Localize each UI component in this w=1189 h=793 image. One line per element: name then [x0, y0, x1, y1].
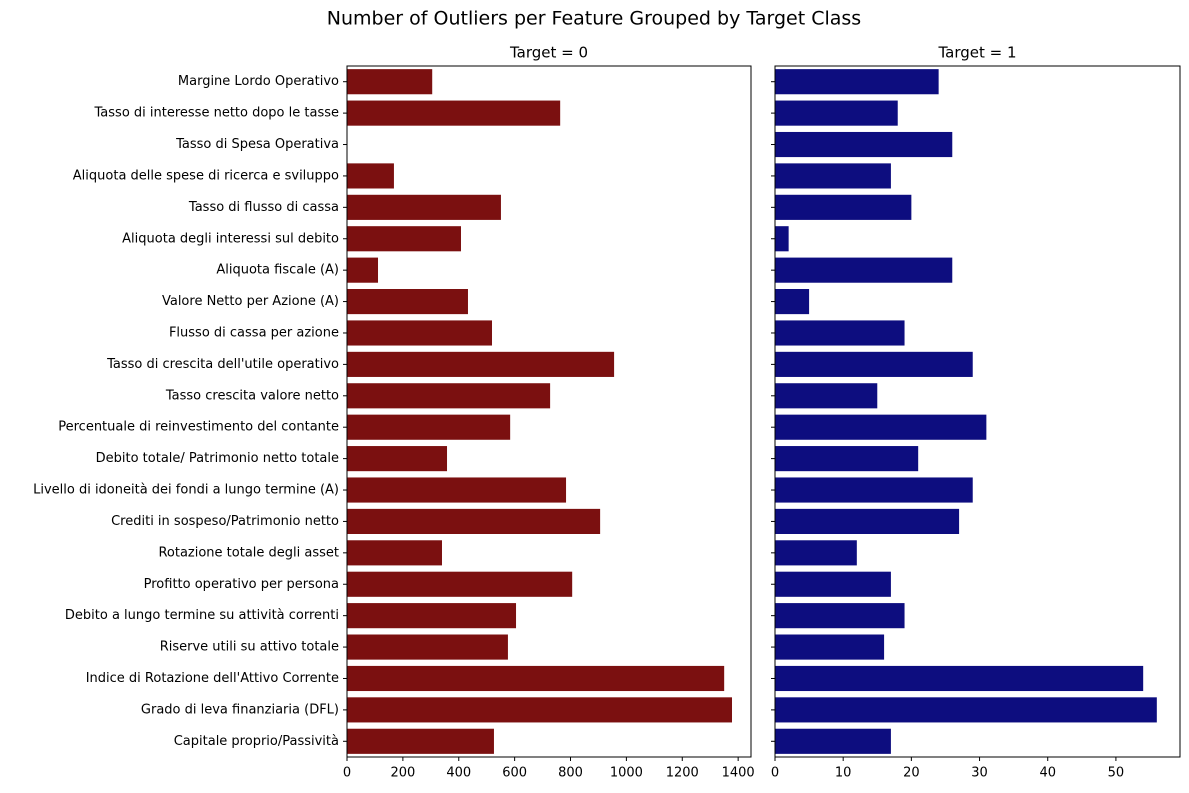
bar: [775, 603, 905, 629]
x-tick-label: 1200: [666, 766, 699, 781]
bar: [775, 697, 1157, 723]
y-tick-label: Valore Netto per Azione (A): [162, 294, 339, 309]
y-tick-label: Livello di idoneità dei fondi a lungo te…: [33, 483, 339, 498]
bar: [347, 540, 442, 566]
bar: [775, 634, 885, 660]
y-tick-label: Aliquota fiscale (A): [216, 263, 339, 278]
y-tick-label: Capitale proprio/Passività: [174, 734, 339, 749]
bar: [775, 257, 953, 283]
bar: [347, 163, 394, 189]
x-tick-label: 800: [558, 766, 583, 781]
y-tick-label: Tasso di Spesa Operativa: [175, 137, 339, 152]
y-tick-label: Indice di Rotazione dell'Attivo Corrente: [86, 671, 339, 686]
bar: [347, 320, 493, 346]
bar: [347, 571, 573, 597]
y-tick-label: Debito a lungo termine su attività corre…: [65, 608, 339, 623]
figure-title: Number of Outliers per Feature Grouped b…: [327, 8, 861, 30]
bar: [775, 383, 878, 409]
bar: [775, 289, 810, 315]
bar: [347, 351, 615, 377]
axes-frame: [346, 65, 752, 758]
x-tick-label: 0: [343, 766, 351, 781]
x-tick-label: 1400: [722, 766, 755, 781]
bar: [347, 634, 508, 660]
bar: [775, 194, 912, 220]
y-tick-label: Aliquota delle spese di ricerca e svilup…: [73, 168, 339, 183]
x-tick-label: 10: [835, 766, 852, 781]
bar: [347, 414, 511, 440]
bar: [775, 665, 1144, 692]
x-tick-label: 50: [1108, 766, 1125, 781]
x-tick-label: 30: [971, 766, 988, 781]
y-tick-label: Tasso di interesse netto dopo le tasse: [94, 106, 339, 121]
bar: [775, 69, 939, 95]
bar: [347, 603, 517, 629]
y-tick-label: Grado di leva finanziaria (DFL): [141, 702, 339, 717]
bar: [775, 571, 891, 597]
bar: [775, 477, 973, 503]
bar: [775, 100, 898, 126]
bar: [775, 320, 905, 346]
y-tick-label: Riserve utili su attivo totale: [160, 640, 339, 655]
bar: [775, 446, 919, 472]
y-tick-label: Margine Lordo Operativo: [178, 74, 339, 89]
bar: [775, 351, 973, 377]
bar: [775, 728, 891, 754]
bar: [347, 226, 461, 252]
y-tick-label: Flusso di cassa per azione: [169, 325, 339, 340]
y-tick-label: Tasso crescita valore netto: [165, 388, 339, 403]
bar: [775, 540, 857, 566]
panel-title: Target = 1: [937, 44, 1016, 62]
bar: [347, 383, 551, 409]
x-tick-label: 40: [1039, 766, 1056, 781]
bar: [775, 131, 953, 158]
bar: [347, 508, 601, 534]
panel-title: Target = 0: [509, 44, 588, 62]
bar: [775, 414, 987, 440]
y-tick-label: Crediti in sospeso/Patrimonio netto: [111, 514, 339, 529]
bar: [347, 289, 468, 315]
y-tick-label: Aliquota degli interessi sul debito: [122, 231, 339, 246]
y-tick-label: Debito totale/ Patrimonio netto totale: [96, 451, 339, 466]
x-tick-label: 1000: [610, 766, 643, 781]
bar: [347, 477, 567, 503]
x-tick-label: 20: [903, 766, 920, 781]
y-tick-label: Rotazione totale degli asset: [158, 545, 339, 560]
x-tick-label: 600: [502, 766, 527, 781]
bar: [775, 226, 789, 252]
bar: [775, 508, 960, 534]
x-tick-label: 200: [390, 766, 415, 781]
y-tick-label: Tasso di flusso di cassa: [188, 200, 339, 215]
x-tick-label: 0: [771, 766, 779, 781]
x-tick-label: 400: [446, 766, 471, 781]
bar: [775, 163, 891, 189]
bar: [347, 69, 433, 95]
bar: [347, 194, 501, 220]
bar: [347, 697, 733, 723]
axes-frame: [774, 65, 1181, 758]
bar: [347, 728, 494, 754]
bar: [347, 100, 561, 126]
y-tick-label: Profitto operativo per persona: [144, 577, 339, 592]
y-tick-label: Percentuale di reinvestimento del contan…: [58, 420, 339, 435]
bar: [347, 446, 448, 472]
bar: [347, 257, 379, 283]
bar: [347, 665, 725, 692]
y-tick-label: Tasso di crescita dell'utile operativo: [106, 357, 339, 372]
